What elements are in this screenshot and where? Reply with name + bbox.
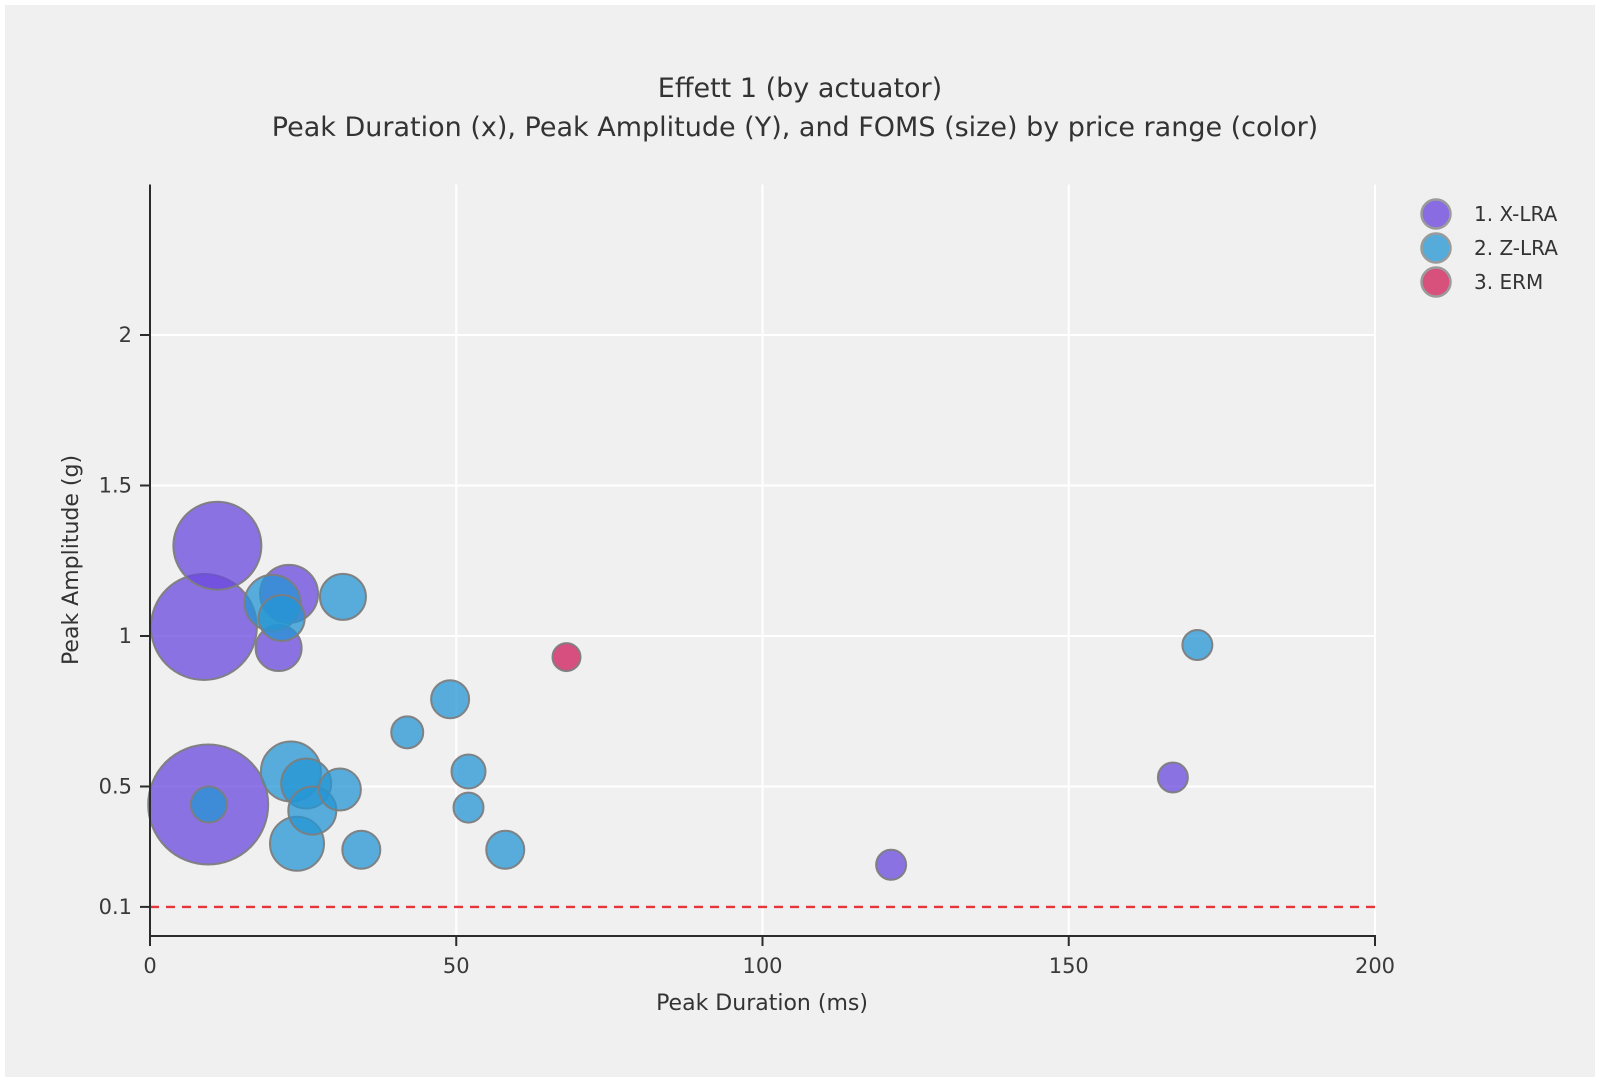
- bubble-z-lra[interactable]: [430, 679, 471, 720]
- y-tick-label-1.5: 1.5: [99, 474, 132, 498]
- plot-background: [5, 5, 1595, 1077]
- bubble-erm[interactable]: [551, 642, 582, 673]
- series-erm: [551, 642, 582, 673]
- x-tick-label-150: 150: [1049, 954, 1089, 978]
- axes-layer: [140, 184, 1376, 946]
- x-axis-title: Peak Duration (ms): [656, 991, 868, 1016]
- y-axis-title: Peak Amplitude (g): [59, 455, 84, 665]
- chart-title: Effett 1 (by actuator): [658, 73, 942, 104]
- bubble-z-lra[interactable]: [452, 791, 485, 824]
- legend-item-erm[interactable]: 3. ERM: [1420, 266, 1544, 298]
- y-tick-label-0.1: 0.1: [99, 895, 132, 919]
- y-tick-label-0.5: 0.5: [99, 775, 132, 799]
- x-tick-label-50: 50: [443, 954, 470, 978]
- bubble-z-lra[interactable]: [317, 767, 362, 812]
- bubble-x-lra[interactable]: [172, 500, 263, 591]
- y-tick-label-2: 2: [119, 323, 132, 347]
- x-tick-label-0: 0: [143, 954, 156, 978]
- bubble-z-lra[interactable]: [450, 753, 487, 790]
- legend-item-z-lra[interactable]: 2. Z-LRA: [1420, 232, 1559, 264]
- bubble-z-lra[interactable]: [189, 785, 228, 824]
- bubble-z-lra[interactable]: [485, 829, 526, 870]
- bubble-z-lra[interactable]: [341, 829, 382, 870]
- legend-label-erm: 3. ERM: [1474, 270, 1543, 294]
- legend-item-x-lra[interactable]: 1. X-LRA: [1420, 198, 1558, 230]
- bubble-layer: [147, 500, 1214, 881]
- bubble-z-lra[interactable]: [1181, 629, 1214, 662]
- x-tick-label-200: 200: [1355, 954, 1395, 978]
- y-tick-label-1: 1: [119, 624, 132, 648]
- chart-subtitle: Peak Duration (x), Peak Amplitude (Y), a…: [272, 112, 1318, 143]
- bubble-z-lra[interactable]: [318, 572, 367, 621]
- bubble-z-lra[interactable]: [257, 593, 306, 642]
- legend: 1. X-LRA 2. Z-LRA 3. ERM: [1420, 198, 1559, 298]
- legend-label-z-lra: 2. Z-LRA: [1474, 236, 1558, 260]
- legend-label-x-lra: 1. X-LRA: [1474, 202, 1558, 226]
- legend-marker-z-lra: [1420, 232, 1452, 264]
- x-tick-label-100: 100: [742, 954, 782, 978]
- series-z-lra: [189, 572, 1214, 872]
- legend-marker-erm: [1420, 266, 1452, 298]
- legend-marker-x-lra: [1420, 198, 1452, 230]
- bubble-x-lra[interactable]: [149, 572, 258, 681]
- bubble-z-lra[interactable]: [390, 715, 425, 750]
- tick-labels-layer: 0 50 100 150 200 0.1 0.5 1 1.5 2: [99, 323, 1395, 978]
- bubble-x-lra[interactable]: [875, 848, 908, 881]
- bubble-x-lra[interactable]: [1156, 761, 1189, 794]
